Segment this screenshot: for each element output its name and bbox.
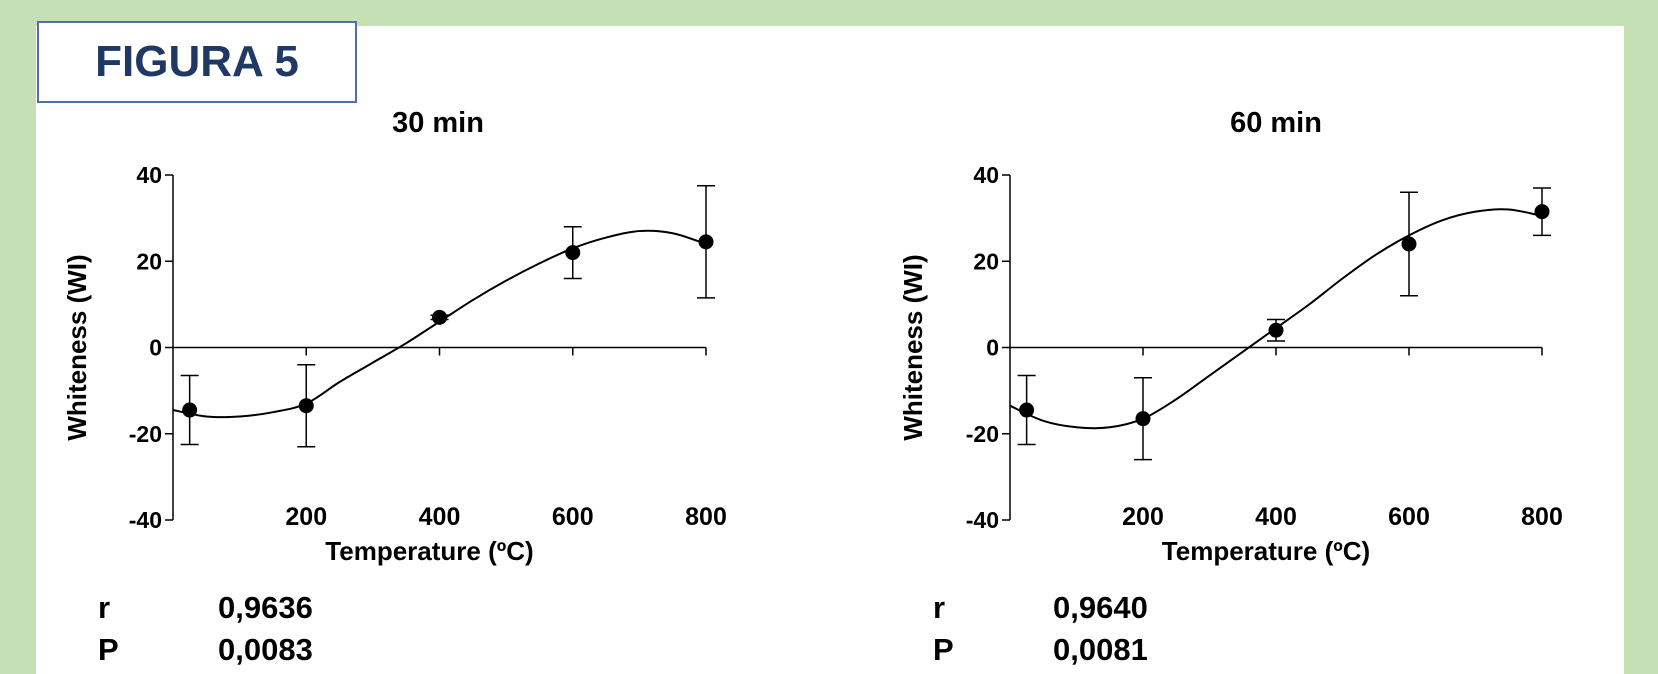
y-tick-label: 0 <box>149 335 162 361</box>
y-tick-label: 20 <box>973 248 999 274</box>
data-point <box>698 234 714 250</box>
stat-key-p: P <box>98 632 119 667</box>
stat-key-r: r <box>98 590 111 625</box>
stat-key-r: r <box>933 590 946 625</box>
x-tick-label: 800 <box>1521 503 1563 531</box>
y-tick-label: -40 <box>966 507 999 533</box>
x-tick-label: 400 <box>1255 503 1297 531</box>
stat-key-p: P <box>933 632 954 667</box>
data-point <box>1135 411 1151 427</box>
y-tick-label: -20 <box>966 421 999 447</box>
chart-title: 30 min <box>392 107 484 139</box>
x-tick-label: 400 <box>419 503 461 531</box>
y-tick-label: 40 <box>136 162 162 188</box>
stat-value-r: 0,9636 <box>218 590 313 625</box>
y-tick-label: 0 <box>986 335 999 361</box>
figure-label: FIGURA 5 <box>37 21 357 103</box>
data-point <box>432 309 447 325</box>
x-axis-label: Temperature (ºC) <box>325 536 533 566</box>
y-axis-label: Whiteness (WI) <box>62 254 92 440</box>
x-tick-label: 200 <box>1122 503 1164 531</box>
y-tick-label: 20 <box>136 248 162 274</box>
x-tick-label: 600 <box>1388 503 1430 531</box>
y-axis-label: Whiteness (WI) <box>898 254 928 440</box>
chart-1: 60 min -40 -20 0 20 40 200 400 600 800 Temperature… <box>898 107 1563 566</box>
stat-value-p: 0,0081 <box>1053 632 1148 667</box>
data-point <box>565 245 581 261</box>
data-point <box>298 398 314 414</box>
data-point <box>1401 236 1417 252</box>
chart-0: 30 min -40 -20 0 20 40 200 400 600 800 Temperature… <box>62 107 727 566</box>
data-point <box>1534 204 1550 220</box>
chart-title: 60 min <box>1230 107 1322 139</box>
stat-value-p: 0,0083 <box>218 632 313 667</box>
figure-panel <box>36 26 1624 674</box>
y-tick-label: 40 <box>973 162 999 188</box>
x-tick-label: 600 <box>552 503 594 531</box>
y-tick-label: -40 <box>129 507 162 533</box>
stat-value-r: 0,9640 <box>1053 590 1148 625</box>
y-tick-label: -20 <box>129 421 162 447</box>
x-tick-label: 200 <box>285 503 327 531</box>
data-point <box>1019 402 1035 418</box>
x-tick-label: 800 <box>685 503 727 531</box>
x-axis-label: Temperature (ºC) <box>1162 536 1370 566</box>
data-point <box>182 402 198 418</box>
data-point <box>1268 322 1284 338</box>
